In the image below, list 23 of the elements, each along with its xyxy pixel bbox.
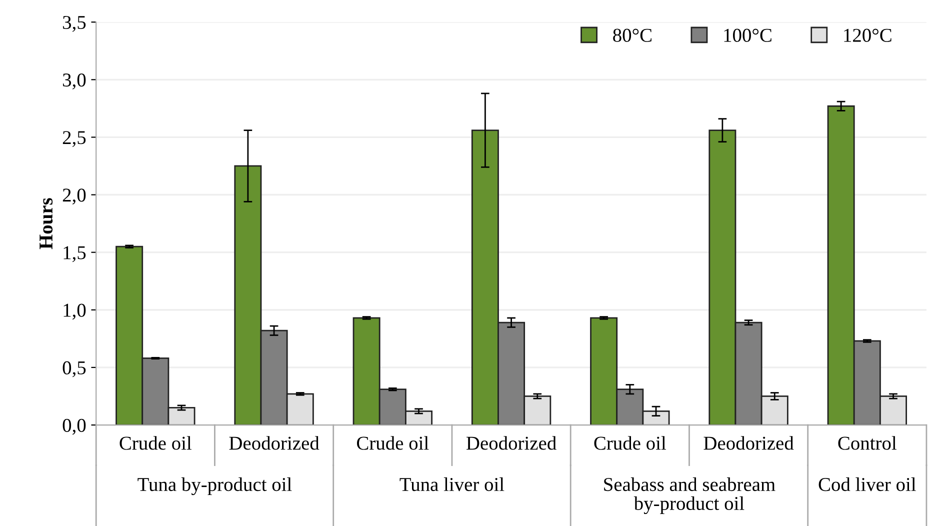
- legend-label: 80°C: [613, 28, 652, 42]
- y-axis-title: Hours: [40, 198, 53, 250]
- text: Seabass and seabream by-product oil: [604, 477, 776, 514]
- y-tick-label: 2,5: [62, 131, 86, 147]
- x-tick-label: Crude oil: [120, 436, 192, 450]
- x-tick-label: Control: [838, 436, 896, 450]
- x-tick-label: Crude oil: [357, 436, 429, 450]
- x-tick-label: Crude oil: [594, 436, 666, 450]
- text: Cod liver oil: [818, 477, 916, 492]
- x-tick-label: Deodorized: [229, 436, 320, 450]
- y-tick-label: 1,0: [64, 304, 86, 320]
- text: Tuna liver oil: [400, 477, 504, 492]
- text: Tuna by-product oil: [138, 477, 292, 496]
- y-tick-label: 3,5: [63, 16, 86, 32]
- x-tick-label: Deodorized: [466, 436, 556, 450]
- legend-label: 120°C: [844, 28, 892, 42]
- y-tick-label: 3,0: [63, 73, 86, 90]
- x-tick-label: Deodorized: [704, 436, 794, 450]
- y-tick-label: 0,5: [62, 361, 86, 378]
- y-tick-label: 2,0: [62, 188, 86, 205]
- y-tick-label: 0,0: [62, 418, 86, 435]
- y-tick-label: 1,5: [64, 246, 86, 262]
- legend-label: 100°C: [724, 28, 772, 42]
